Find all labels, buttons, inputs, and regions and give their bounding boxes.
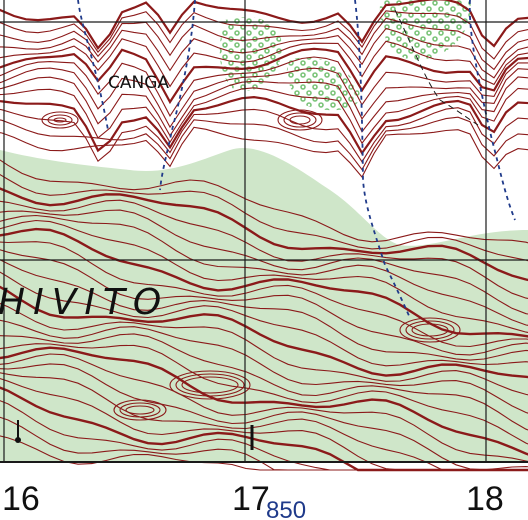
- grid-label-17: 17: [232, 480, 270, 518]
- contour-line-15: [0, 174, 528, 262]
- stream-5: [394, 9, 441, 101]
- scrub-area-1: [219, 16, 282, 92]
- contour-line-30: [0, 343, 528, 445]
- stream-6: [439, 99, 479, 126]
- contour-line-24: [0, 259, 528, 361]
- knoll-contour: [289, 115, 311, 125]
- contour-line-20: [0, 219, 528, 333]
- contour-line-10: [0, 95, 528, 156]
- scrub-area-3: [379, 0, 471, 61]
- knoll-contour: [169, 370, 251, 400]
- contour-line-22: [0, 241, 528, 348]
- contour-lines: [0, 0, 528, 472]
- contour-line-1: [0, 10, 528, 60]
- knoll-contour: [53, 117, 67, 123]
- contour-line-17: [0, 199, 528, 300]
- knoll-contour: [405, 320, 455, 340]
- contour-line-13: [0, 126, 528, 178]
- knoll-contour: [119, 402, 161, 418]
- contour-line-32: [0, 353, 528, 463]
- grid-label-16: 16: [2, 480, 40, 518]
- contour-line-19: [0, 214, 528, 326]
- contour-line-3: [0, 27, 528, 79]
- label-canga: CANGA: [108, 73, 169, 93]
- contour-line-8: [0, 76, 528, 137]
- contour-line-12: [0, 116, 528, 171]
- contour-line-26: [0, 285, 528, 379]
- grid-label-17-sub: 850: [266, 497, 306, 520]
- contour-line-14: [0, 159, 528, 244]
- contour-line-5: [0, 47, 528, 105]
- contour-line-25: [0, 271, 528, 367]
- stream-1: [77, 0, 109, 131]
- contour-line-39: [0, 435, 528, 471]
- contour-line-18: [0, 209, 528, 315]
- streams: [77, 0, 516, 319]
- label-chivito: HIVITO: [0, 282, 169, 323]
- knoll-contour: [411, 323, 449, 337]
- utm-grid: [0, 0, 528, 463]
- contour-line-7: [0, 67, 528, 129]
- knoll-contour: [113, 399, 167, 421]
- marker-dot-left: [15, 437, 21, 443]
- knoll-contour: [41, 111, 79, 129]
- contour-line-27: [0, 302, 528, 396]
- knoll-contour: [283, 112, 317, 128]
- knoll-contour: [175, 373, 245, 397]
- contour-line-4: [0, 38, 528, 88]
- contour-line-28: [0, 319, 528, 414]
- contour-line-11: [0, 107, 528, 163]
- contour-line-31: [0, 346, 528, 456]
- knoll-contour: [277, 109, 323, 131]
- contour-line-33: [0, 363, 528, 471]
- knoll-contour: [181, 376, 239, 394]
- contour-line-0: [0, 0, 528, 50]
- contour-line-2: [0, 17, 528, 71]
- contour-line-23: [0, 249, 528, 356]
- contour-line-16: [0, 187, 528, 282]
- stream-3: [354, 0, 411, 319]
- grid-label-18: 18: [466, 480, 504, 518]
- knoll-contour: [125, 405, 155, 415]
- contour-line-6: [0, 56, 528, 117]
- knoll-contour: [399, 317, 461, 343]
- contour-line-9: [0, 87, 528, 145]
- markers: [15, 420, 254, 450]
- stream-2: [159, 0, 196, 191]
- contour-line-29: [0, 333, 528, 431]
- knoll-contour: [47, 114, 73, 126]
